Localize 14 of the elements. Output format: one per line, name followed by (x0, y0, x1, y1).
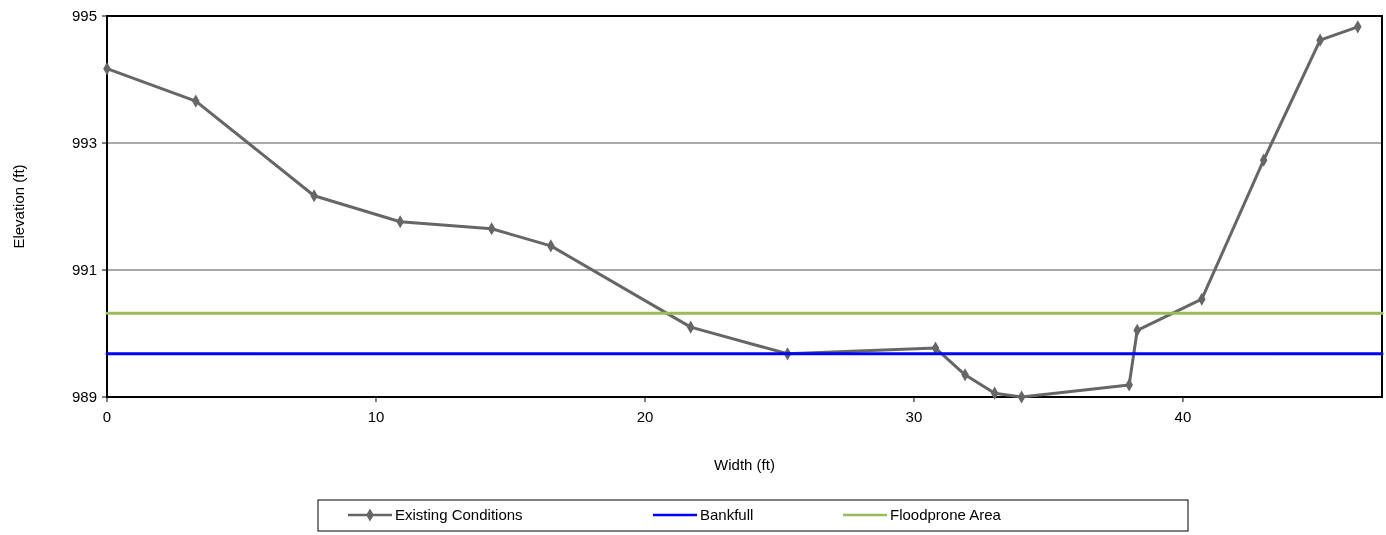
legend-label: Floodprone Area (890, 506, 1002, 523)
x-tick-label: 0 (102, 408, 112, 425)
x-tick-label: 10 (367, 408, 385, 425)
x-tick-label: 40 (1174, 408, 1192, 425)
x-tick-label: 30 (905, 408, 923, 425)
legend-label: Bankfull (700, 506, 754, 523)
y-axis-title: Elevation (ft) (10, 164, 27, 249)
y-tick-label: 991 (71, 261, 97, 278)
y-tick-label: 989 (71, 388, 97, 405)
legend-label: Existing Conditions (395, 506, 523, 523)
x-axis-title: Width (ft) (714, 456, 775, 473)
y-tick-label: 993 (71, 134, 97, 151)
x-tick-label: 20 (636, 408, 654, 425)
y-tick-label: 995 (71, 7, 97, 24)
